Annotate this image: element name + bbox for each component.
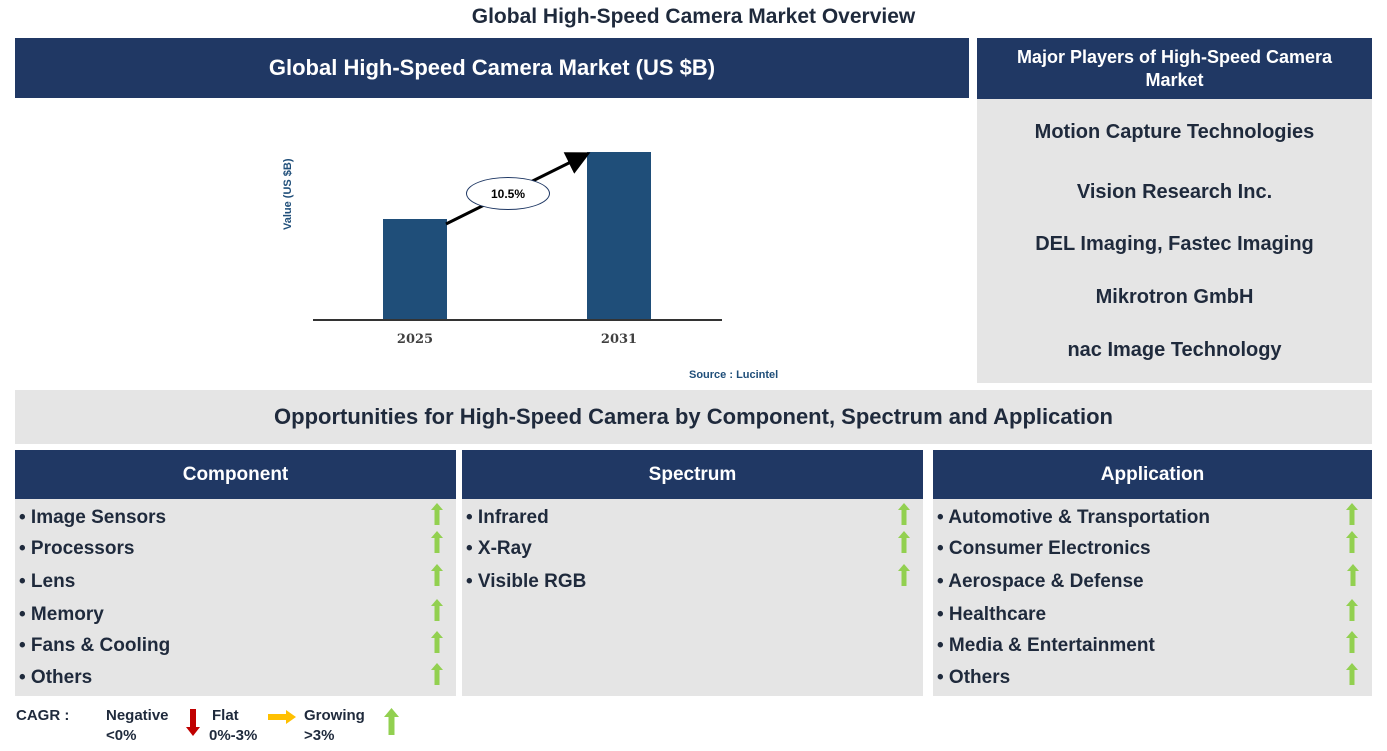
growing-arrow-icon (1346, 663, 1358, 685)
list-item: • Fans & Cooling (19, 635, 171, 656)
growing-arrow-icon (431, 503, 443, 525)
growing-arrow-icon (1346, 599, 1358, 621)
list-item: • Media & Entertainment (937, 635, 1155, 656)
growing-arrow-icon (1346, 631, 1358, 653)
legend-growing-range: >3% (304, 727, 335, 744)
player-item: Vision Research Inc. (1076, 181, 1273, 203)
list-item: • Healthcare (937, 604, 1047, 625)
list-item: • Others (937, 667, 1011, 688)
growing-arrow-icon (431, 663, 443, 685)
player-item: Mikrotron GmbH (1095, 286, 1254, 308)
bar-2031 (587, 152, 651, 319)
list-item: • Visible RGB (466, 571, 587, 592)
players-header: Major Players of High-Speed Camera Marke… (977, 38, 1372, 99)
player-item: Motion Capture Technologies (1034, 121, 1315, 143)
player-item: nac Image Technology (1067, 339, 1282, 361)
list-item: • Image Sensors (19, 507, 167, 528)
list-item: • Infrared (466, 507, 549, 528)
growing-arrow-icon (431, 531, 443, 553)
growing-arrow-icon (898, 564, 910, 586)
legend-flat: Flat 0%-3% (209, 706, 257, 746)
legend-flat-label: Flat (212, 707, 239, 724)
opportunities-banner: Opportunities for High-Speed Camera by C… (15, 390, 1372, 444)
legend-growing-label: Growing (304, 707, 365, 724)
players-list: Motion Capture Technologies Vision Resea… (977, 99, 1372, 383)
segment-header-component: Component (15, 450, 456, 499)
growing-arrow-icon (898, 531, 910, 553)
chart-header: Global High-Speed Camera Market (US $B) (15, 38, 969, 98)
list-item: • Aerospace & Defense (937, 571, 1144, 592)
segment-list-spectrum: • Infrared • X-Ray • Visible RGB (462, 499, 923, 696)
segment-header-application: Application (933, 450, 1372, 499)
segment-list-component: • Image Sensors • Processors • Lens • Me… (15, 499, 456, 696)
legend-title: CAGR : (16, 707, 70, 724)
legend-flat-range: 0%-3% (209, 727, 258, 744)
growing-arrow-icon (431, 564, 443, 586)
legend-growing: Growing >3% (304, 706, 365, 746)
growing-arrow-icon (898, 503, 910, 525)
list-item: • Lens (19, 571, 76, 592)
growth-arrow-icon (445, 152, 591, 226)
source-note: Source : Lucintel (689, 369, 779, 381)
segment-list-application: • Automotive & Transportation • Consumer… (933, 499, 1372, 696)
list-item: • Consumer Electronics (937, 538, 1151, 559)
bar-chart: Value (US $B) 10.5% 2025 2031 (280, 140, 800, 385)
growing-arrow-icon (1346, 531, 1358, 553)
down-arrow-icon (186, 709, 200, 736)
x-tick-2025: 2025 (396, 332, 434, 347)
growing-arrow-icon (1347, 564, 1359, 586)
segment-header-spectrum: Spectrum (462, 450, 923, 499)
legend-negative: Negative <0% (106, 706, 169, 746)
page-title: Global High-Speed Camera Market Overview (471, 5, 916, 28)
legend-negative-label: Negative (106, 707, 169, 724)
legend-negative-range: <0% (106, 727, 137, 744)
right-arrow-icon (268, 710, 296, 724)
player-item: DEL Imaging, Fastec Imaging (1035, 233, 1314, 255)
list-item: • Processors (19, 538, 135, 559)
growing-arrow-icon (1346, 503, 1358, 525)
list-item: • Automotive & Transportation (937, 507, 1211, 528)
cagr-badge: 10.5% (466, 177, 550, 210)
growing-arrow-icon (431, 599, 443, 621)
bar-2025 (383, 219, 447, 319)
list-item: • X-Ray (466, 538, 532, 559)
list-item: • Others (19, 667, 93, 688)
list-item: • Memory (19, 604, 104, 625)
growing-arrow-icon (431, 631, 443, 653)
up-arrow-icon (384, 708, 399, 735)
x-tick-2031: 2031 (600, 332, 638, 347)
x-axis (313, 319, 722, 321)
